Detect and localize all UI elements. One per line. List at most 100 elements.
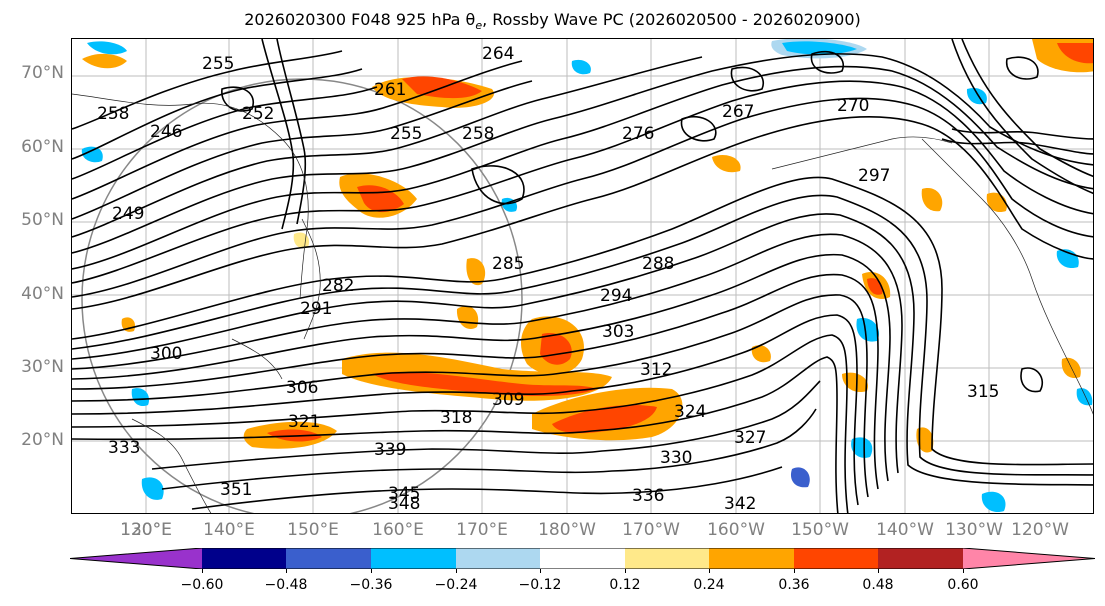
contour-label-327: 327 bbox=[734, 428, 766, 448]
lon-label-120e: 120°E bbox=[120, 520, 172, 540]
title-subscript: e bbox=[475, 19, 483, 33]
cbar-tickmark-8 bbox=[878, 569, 879, 573]
cbar-tickmark-2 bbox=[371, 569, 372, 573]
contour-label-321: 321 bbox=[288, 412, 320, 432]
cbar-segment-5 bbox=[540, 548, 625, 569]
lat-label-30: 30°N bbox=[21, 357, 64, 377]
lon-label-180w: 180°W bbox=[538, 520, 596, 540]
contour-label-249: 249 bbox=[112, 204, 144, 224]
contour-label-330: 330 bbox=[660, 448, 692, 468]
contour-label-252: 252 bbox=[242, 104, 274, 124]
contour-label-258b: 258 bbox=[462, 124, 494, 144]
lon-label-160w: 160°W bbox=[707, 520, 765, 540]
map-panel[interactable]: 258 255 246 261 264 249 252 255 258 267 … bbox=[71, 38, 1094, 514]
colorbar bbox=[69, 547, 1096, 570]
cbar-tick-label-5: 0.12 bbox=[609, 577, 641, 593]
gridlines bbox=[72, 39, 1093, 513]
contour-label-324: 324 bbox=[674, 402, 706, 422]
cbar-tickmark-1 bbox=[286, 569, 287, 573]
lon-label-160e: 160°E bbox=[372, 520, 424, 540]
cbar-segment-7 bbox=[709, 548, 794, 569]
cbar-segment-9 bbox=[878, 548, 963, 569]
lon-label-130w: 130°W bbox=[945, 520, 1003, 540]
lat-label-40: 40°N bbox=[21, 284, 64, 304]
contour-label-291: 291 bbox=[300, 299, 332, 319]
contour-label-294: 294 bbox=[600, 286, 632, 306]
lon-label-170e: 170°E bbox=[456, 520, 508, 540]
contour-label-255: 255 bbox=[202, 54, 234, 74]
cbar-tick-label-0: −0.60 bbox=[180, 577, 224, 593]
contour-label-246: 246 bbox=[150, 122, 182, 142]
contour-label-315: 315 bbox=[967, 382, 999, 402]
contour-label-255b: 255 bbox=[390, 124, 422, 144]
cbar-tick-label-1: −0.48 bbox=[264, 577, 308, 593]
cbar-tickmark-6 bbox=[709, 569, 710, 573]
cbar-tick-label-9: 0.60 bbox=[947, 577, 979, 593]
contour-label-312: 312 bbox=[640, 360, 672, 380]
cbar-segment-8 bbox=[794, 548, 878, 569]
cbar-segment-2 bbox=[286, 548, 371, 569]
map-title: 2026020300 F048 925 hPa θe, Rossby Wave … bbox=[0, 10, 1105, 32]
cbar-segment-6 bbox=[625, 548, 709, 569]
contour-label-339: 339 bbox=[374, 440, 406, 460]
contour-label-276: 276 bbox=[622, 124, 654, 144]
contour-label-297: 297 bbox=[858, 166, 890, 186]
cbar-segment-4 bbox=[456, 548, 540, 569]
cbar-tick-label-8: 0.48 bbox=[862, 577, 894, 593]
cbar-segment-1 bbox=[202, 548, 286, 569]
contour-label-270: 270 bbox=[837, 96, 869, 116]
contour-label-267: 267 bbox=[722, 102, 754, 122]
cbar-tickmark-7 bbox=[794, 569, 795, 573]
cbar-tick-label-4: −0.12 bbox=[518, 577, 562, 593]
cbar-tickmark-0 bbox=[202, 569, 203, 573]
cbar-tickmark-3 bbox=[456, 569, 457, 573]
contour-label-309: 309 bbox=[492, 390, 524, 410]
lon-label-150w: 150°W bbox=[791, 520, 849, 540]
cbar-tickmark-4 bbox=[540, 569, 541, 573]
cbar-tickmark-9 bbox=[963, 569, 964, 573]
lat-label-70: 70°N bbox=[21, 63, 64, 83]
contour-label-264: 264 bbox=[482, 44, 514, 64]
lon-label-150e: 150°E bbox=[287, 520, 339, 540]
contour-label-333: 333 bbox=[108, 438, 140, 458]
cbar-segment-0 bbox=[70, 548, 202, 569]
contour-label-351: 351 bbox=[220, 480, 252, 500]
contour-labels: 258 255 246 261 264 249 252 255 258 267 … bbox=[97, 44, 999, 514]
contour-label-261: 261 bbox=[374, 80, 406, 100]
lon-label-120w: 120°W bbox=[1011, 520, 1069, 540]
cbar-tick-label-2: −0.36 bbox=[349, 577, 393, 593]
contour-label-318: 318 bbox=[440, 408, 472, 428]
lon-label-130e: 130°E bbox=[120, 520, 172, 540]
cbar-tick-label-3: −0.24 bbox=[434, 577, 478, 593]
contour-label-258: 258 bbox=[97, 104, 129, 124]
colorbar-svg bbox=[69, 547, 1096, 570]
contour-label-303: 303 bbox=[602, 322, 634, 342]
cbar-tickmark-5 bbox=[625, 569, 626, 573]
lat-label-50: 50°N bbox=[21, 210, 64, 230]
lon-label-140e: 140°E bbox=[203, 520, 255, 540]
cbar-tick-label-7: 0.36 bbox=[778, 577, 810, 593]
title-rest: , Rossby Wave PC (2026020500 - 202602090… bbox=[482, 10, 861, 29]
lon-label-170w: 170°W bbox=[622, 520, 680, 540]
theta-e-contours bbox=[72, 39, 1093, 513]
range-circle bbox=[81, 78, 523, 513]
cbar-segment-10 bbox=[963, 548, 1095, 569]
cbar-segment-3 bbox=[371, 548, 456, 569]
contour-label-336: 336 bbox=[632, 486, 664, 506]
coastlines bbox=[72, 93, 1093, 513]
cbar-tick-label-6: 0.24 bbox=[693, 577, 725, 593]
contour-label-348: 348 bbox=[388, 494, 420, 514]
contour-label-306: 306 bbox=[286, 378, 318, 398]
contour-label-282: 282 bbox=[322, 276, 354, 296]
contour-label-300: 300 bbox=[150, 344, 182, 364]
contour-label-288: 288 bbox=[642, 254, 674, 274]
contour-label-345: 345 bbox=[388, 484, 420, 504]
positive-anomaly-shading bbox=[82, 39, 1093, 453]
lon-label-140w: 140°W bbox=[876, 520, 934, 540]
title-text: 2026020300 F048 925 hPa θ bbox=[244, 10, 476, 29]
lat-label-60: 60°N bbox=[21, 137, 64, 157]
map-svg: 258 255 246 261 264 249 252 255 258 267 … bbox=[72, 39, 1093, 514]
contour-label-342: 342 bbox=[724, 494, 756, 514]
contour-label-285: 285 bbox=[492, 254, 524, 274]
lat-label-20: 20°N bbox=[21, 430, 64, 450]
